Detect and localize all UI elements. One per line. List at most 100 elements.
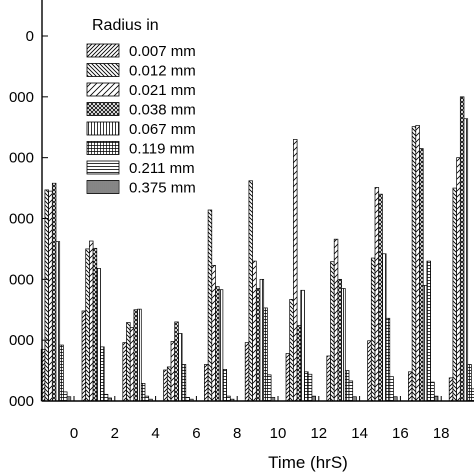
bar (389, 376, 394, 402)
y-tick-label: 000 (9, 211, 34, 228)
x-tick-label: 0 (70, 425, 78, 442)
legend-entry-label: 0.012 mm (129, 63, 196, 80)
bar (467, 364, 472, 402)
bar (48, 190, 53, 402)
y-tick-label: 000 (9, 89, 34, 106)
bar (333, 238, 339, 402)
bar (255, 288, 261, 402)
bar (293, 139, 298, 402)
x-tick-label: 6 (192, 425, 200, 442)
bar (63, 391, 68, 402)
x-tick-label: 10 (270, 425, 287, 442)
bar (289, 299, 294, 402)
bar (341, 288, 346, 402)
bar (222, 369, 227, 402)
y-tick-label: 000 (9, 332, 34, 349)
bar (300, 289, 305, 402)
bar (344, 370, 350, 402)
legend-swatch (86, 43, 120, 58)
x-tick-label: 18 (433, 425, 450, 442)
bar (96, 268, 101, 402)
axes (41, 0, 474, 402)
bar (382, 253, 387, 402)
bar (252, 260, 257, 402)
bar (311, 395, 316, 402)
bar (415, 125, 420, 402)
legend-entry-label: 0.021 mm (129, 82, 196, 99)
legend-entry-label: 0.038 mm (129, 102, 196, 119)
bar (92, 247, 98, 402)
y-tick-label: 0 (26, 28, 34, 45)
x-tick-label: 14 (351, 425, 368, 442)
bar (163, 369, 168, 402)
bar (422, 285, 428, 402)
legend-entry-label: 0.211 mm (129, 160, 195, 177)
bar (248, 180, 253, 402)
legend-swatch (86, 121, 120, 136)
bar (170, 341, 176, 402)
bar (426, 260, 431, 402)
bar (367, 340, 372, 402)
legend-entry-label: 0.119 mm (129, 141, 195, 158)
x-axis-title: Time (hrS) (268, 453, 348, 472)
bar (374, 187, 380, 402)
bar (408, 371, 413, 402)
bar (133, 309, 138, 402)
legend-swatch (86, 102, 120, 116)
bar (337, 278, 342, 402)
y-tick-label: 000 (9, 150, 34, 167)
bar (81, 310, 87, 402)
bar (178, 333, 183, 402)
bar (330, 261, 335, 402)
bar (204, 364, 209, 402)
bar (226, 395, 231, 402)
bar (326, 355, 331, 402)
bar (89, 240, 94, 402)
bar (456, 157, 461, 402)
bar (385, 317, 391, 402)
x-tick-label: 4 (151, 425, 159, 442)
bar (463, 118, 469, 402)
bar (448, 377, 454, 402)
bar (129, 327, 135, 402)
bar (207, 209, 213, 402)
bar (44, 189, 49, 402)
legend-entry-label: 0.375 mm (129, 180, 196, 197)
bar (59, 344, 64, 402)
bar (126, 322, 131, 402)
legend-swatch (86, 180, 120, 194)
bar (433, 395, 439, 402)
legend-swatch (86, 82, 120, 97)
bar (144, 395, 150, 402)
bar (55, 241, 61, 402)
bar (137, 308, 142, 402)
x-tick-label: 12 (310, 425, 327, 442)
bar (103, 393, 109, 402)
bar (122, 342, 127, 402)
legend-title: Radius in (92, 17, 159, 34)
bar (378, 193, 383, 402)
bar (218, 289, 224, 402)
legend: Radius in 0.007 mm 0.012 mm 0.021 mm 0.038 … (86, 17, 196, 197)
bar (100, 346, 105, 402)
x-axis-ticks: 0246810121416182 (70, 396, 450, 442)
legend-swatch (86, 63, 120, 77)
bar (370, 257, 376, 402)
legend-entry-label: 0.067 mm (129, 121, 196, 138)
bar (459, 96, 465, 402)
x-tick-label: 8 (233, 425, 241, 442)
bar (430, 381, 435, 402)
y-tick-label: 000 (9, 393, 34, 410)
legend-entry-label: 0.007 mm (129, 43, 196, 60)
bar (51, 182, 57, 402)
bar (181, 364, 187, 402)
bar (304, 371, 309, 402)
bar (307, 373, 313, 402)
legend-swatch (86, 141, 120, 155)
bar (452, 187, 457, 402)
bar (263, 307, 268, 402)
bar (296, 325, 302, 402)
bar (285, 353, 291, 402)
